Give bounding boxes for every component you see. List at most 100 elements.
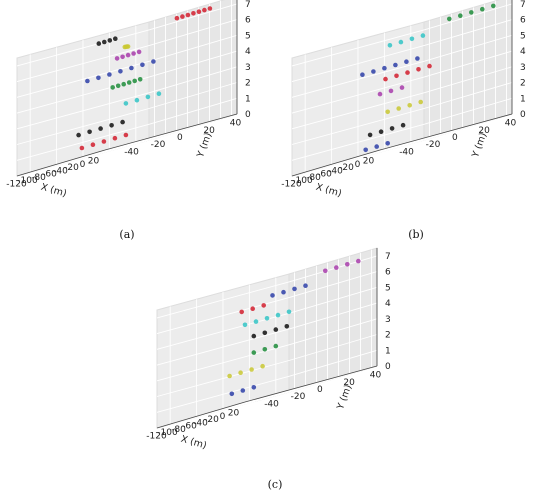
- data-point: [416, 67, 421, 72]
- x-tick-label: -80: [31, 173, 46, 183]
- data-point: [122, 44, 128, 50]
- z-tick-label: 6: [245, 16, 251, 26]
- z-tick-label: 4: [385, 299, 391, 309]
- data-point: [404, 59, 409, 64]
- z-tick-label: 7: [245, 0, 251, 10]
- x-tick-label: -40: [193, 418, 208, 428]
- data-point: [385, 109, 390, 115]
- data-point: [109, 123, 114, 128]
- z-tick-label: 7: [520, 0, 526, 10]
- grid-line: [16, 50, 238, 114]
- data-point: [356, 258, 361, 264]
- z-tick-label: 5: [245, 31, 251, 41]
- z-tick-label: 2: [385, 331, 391, 341]
- z-tick-label: 1: [520, 94, 526, 104]
- data-point: [101, 139, 107, 144]
- data-point: [251, 333, 257, 339]
- data-point: [107, 38, 113, 43]
- grid-line: [16, 66, 238, 130]
- data-point: [85, 78, 90, 84]
- x-tick-label: -120: [6, 179, 27, 189]
- caption-c: (c): [267, 478, 283, 491]
- data-point: [126, 80, 132, 85]
- data-point: [121, 81, 126, 87]
- data-point: [79, 145, 85, 151]
- data-point: [480, 6, 485, 12]
- y-tick-label: -20: [291, 392, 306, 402]
- y-tick-label: -20: [426, 140, 441, 150]
- subplot-c-3d-scatter: -120-100-80-60-40-20 0 20-40-2002040012345…: [146, 247, 391, 451]
- y-tick-label: 0: [317, 385, 323, 395]
- z-tick-label: 3: [245, 63, 251, 73]
- x-axis-label: X (m): [40, 182, 68, 200]
- side-pane: [148, 0, 238, 141]
- data-point: [378, 129, 384, 134]
- x-tick-label: -60: [182, 422, 197, 432]
- grid-line: [16, 3, 238, 67]
- data-point: [323, 268, 328, 274]
- x-tick-label: -100: [157, 428, 178, 438]
- data-point: [238, 370, 243, 375]
- z-tick-label: 3: [520, 63, 526, 73]
- grid-line: [291, 82, 513, 145]
- data-point: [377, 91, 383, 97]
- data-point: [250, 306, 255, 311]
- data-point: [242, 322, 248, 328]
- data-point: [227, 373, 232, 379]
- y-axis-line: [379, 113, 513, 151]
- data-point: [400, 122, 406, 128]
- data-point: [196, 9, 202, 14]
- data-point: [469, 10, 474, 15]
- data-point: [174, 15, 180, 21]
- data-point: [393, 62, 398, 68]
- x-tick-label: -20: [64, 163, 79, 173]
- grid-line: [16, 113, 238, 177]
- data-point: [120, 119, 125, 125]
- side-pane: [423, 0, 513, 141]
- data-point: [409, 36, 415, 42]
- data-point: [427, 63, 432, 69]
- data-point: [120, 54, 125, 60]
- x-tick-label: -100: [17, 176, 38, 186]
- data-point: [229, 391, 235, 397]
- z-tick-label: 2: [520, 79, 526, 89]
- grid-line: [16, 82, 238, 145]
- x-axis-label: X (m): [315, 182, 343, 200]
- z-tick-label: 0: [520, 110, 526, 120]
- x-tick-label: -40: [53, 166, 68, 176]
- x-tick-label: 20: [88, 157, 100, 167]
- data-point: [132, 78, 137, 84]
- x-tick-label: 20: [228, 409, 240, 419]
- x-axis-line: [156, 401, 246, 429]
- data-point: [458, 13, 463, 18]
- x-tick-label: -80: [306, 173, 321, 183]
- data-point: [394, 73, 399, 79]
- y-tick-label: 40: [230, 119, 242, 129]
- x-tick-label: -20: [339, 163, 354, 173]
- data-point: [96, 75, 101, 81]
- grid-line: [291, 113, 513, 177]
- data-point: [281, 289, 286, 295]
- data-point: [151, 59, 156, 64]
- data-point: [207, 6, 213, 11]
- data-point: [447, 16, 452, 22]
- data-point: [360, 72, 365, 77]
- data-point: [286, 309, 292, 315]
- y-axis-label: Y (m): [195, 131, 214, 160]
- data-point: [90, 142, 96, 147]
- x-tick-label: -120: [281, 179, 302, 189]
- data-point: [418, 99, 423, 105]
- data-point: [249, 367, 254, 372]
- y-tick-label: 20: [203, 126, 215, 136]
- grid-line: [291, 34, 513, 98]
- z-tick-label: 4: [245, 47, 251, 57]
- data-point: [363, 147, 368, 153]
- data-point: [292, 286, 297, 292]
- data-point: [275, 312, 281, 318]
- data-point: [134, 97, 140, 103]
- data-point: [253, 319, 259, 324]
- y-tick-label: -40: [399, 147, 414, 157]
- grid-line: [156, 365, 378, 429]
- data-point: [156, 91, 162, 96]
